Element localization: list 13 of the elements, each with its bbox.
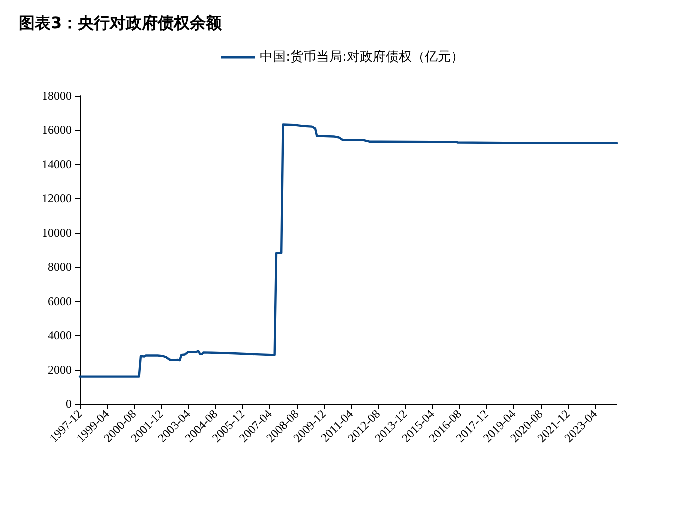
legend-label: 中国:货币当局:对政府债权（亿元） <box>260 49 464 65</box>
y-tick-label: 18000 <box>42 89 72 103</box>
y-tick-label: 6000 <box>48 294 72 308</box>
y-tick-label: 10000 <box>42 226 72 240</box>
chart-title: 图表3：央行对政府债权余额 <box>19 14 224 32</box>
y-tick-label: 8000 <box>48 260 72 274</box>
y-tick-label: 0 <box>66 397 72 411</box>
y-tick-label: 16000 <box>42 123 72 138</box>
y-tick-label: 12000 <box>42 192 72 206</box>
y-tick-label: 14000 <box>42 157 72 172</box>
line-series <box>78 124 618 378</box>
y-tick-label: 2000 <box>48 362 72 377</box>
y-tick-label: 4000 <box>48 328 72 343</box>
